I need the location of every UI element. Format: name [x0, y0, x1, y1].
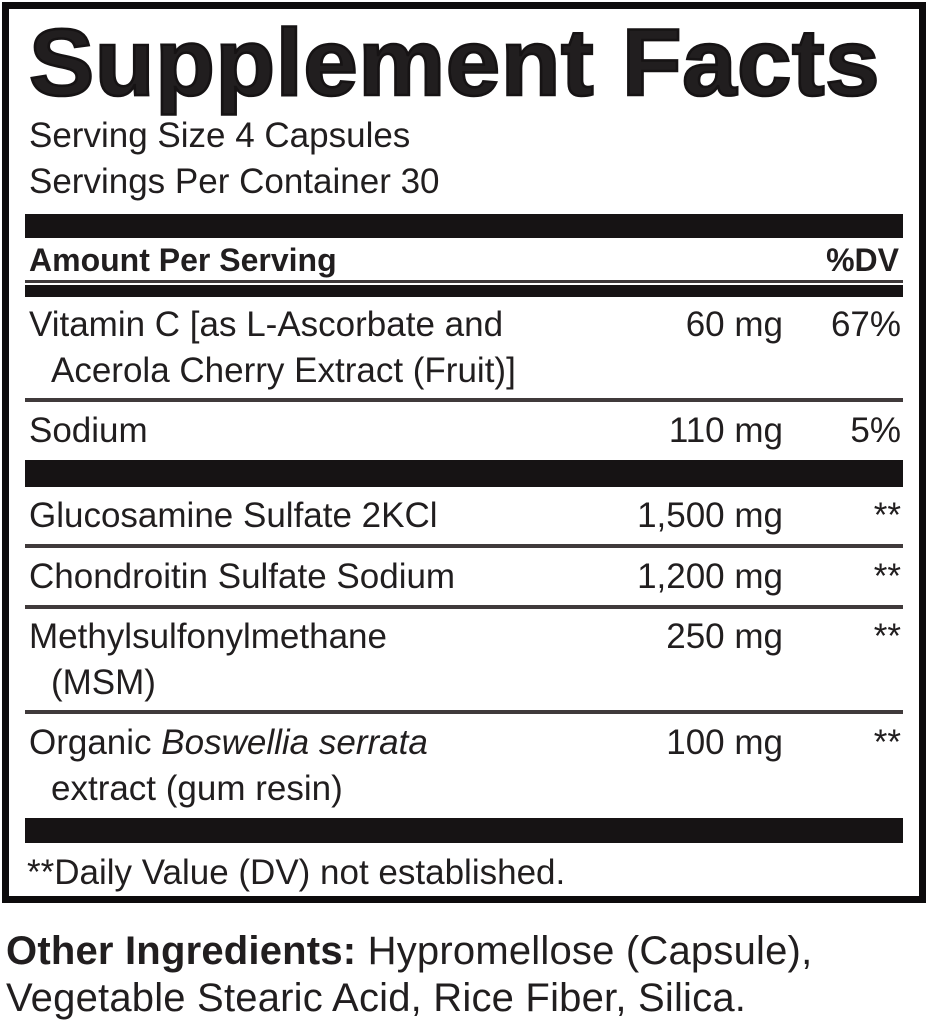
panel-title-wrap: Supplement Facts	[25, 9, 903, 116]
nutrient-name-line2: (MSM)	[51, 663, 156, 702]
nutrient-dv: **	[873, 496, 901, 535]
nutrient-name: Organic Boswellia serrata extract (gum r…	[29, 720, 603, 812]
daily-value-footnote: **Daily Value (DV) not established.	[27, 853, 566, 892]
serving-info: Serving Size 4 Capsules Servings Per Con…	[25, 113, 903, 205]
table-row-boswellia: Organic Boswellia serrata extract (gum r…	[25, 714, 903, 818]
nutrient-amount: 110 mg	[668, 411, 783, 450]
header-divider	[25, 280, 903, 283]
other-ingredients-label: Other Ingredients:	[6, 929, 357, 973]
table-row-msm: Methylsulfonylmethane (MSM) 250 mg **	[25, 609, 903, 710]
nutrient-dv: **	[873, 723, 901, 762]
row-divider	[25, 398, 903, 402]
nutrient-name-line1: Chondroitin Sulfate Sodium	[29, 557, 456, 596]
amount-per-serving-header: Amount Per Serving	[29, 242, 337, 278]
panel-title: Supplement Facts	[28, 10, 881, 116]
nutrient-name: Methylsulfonylmethane (MSM)	[29, 614, 603, 706]
supplement-facts-panel: Supplement Facts Serving Size 4 Capsules…	[2, 2, 926, 903]
nutrient-amount: 250 mg	[666, 617, 783, 656]
row-divider	[25, 544, 903, 548]
row-divider	[25, 710, 903, 714]
percent-dv-header: %DV	[826, 242, 899, 278]
servings-per-container-line: Servings Per Container 30	[29, 162, 440, 201]
other-ingredients-line1: Other Ingredients: Hypromellose (Capsule…	[6, 928, 928, 975]
nutrient-name-botanical: Boswellia serrata	[161, 723, 428, 762]
divider-gap	[25, 283, 903, 285]
nutrient-dv: 67%	[830, 305, 901, 344]
other-ingredients: Other Ingredients: Hypromellose (Capsule…	[6, 928, 928, 1022]
separator-bar-bottom	[25, 818, 903, 843]
nutrient-name-line2: extract (gum resin)	[51, 769, 343, 808]
table-row-sodium: Sodium 110 mg 5%	[25, 402, 903, 460]
nutrient-name-line1: Methylsulfonylmethane	[29, 617, 387, 656]
row-divider	[25, 605, 903, 609]
nutrient-name-prefix: Organic	[29, 723, 162, 762]
serving-size-line: Serving Size 4 Capsules	[29, 116, 411, 155]
nutrient-dv: **	[873, 557, 901, 596]
nutrient-name-line1: Glucosamine Sulfate 2KCl	[29, 496, 438, 535]
nutrient-amount: 100 mg	[666, 723, 783, 762]
other-ingredients-line2: Vegetable Stearic Acid, Rice Fiber, Sili…	[6, 976, 747, 1020]
nutrient-amount: 1,500 mg	[637, 496, 783, 535]
nutrient-name-line1: Vitamin C [as L-Ascorbate and	[29, 305, 504, 344]
separator-bar-middle	[25, 460, 903, 487]
table-row-vitamin-c: Vitamin C [as L-Ascorbate and Acerola Ch…	[25, 297, 903, 398]
separator-bar-top	[25, 214, 903, 238]
nutrient-name-line1: Organic Boswellia serrata	[29, 720, 603, 766]
nutrient-name: Glucosamine Sulfate 2KCl	[29, 493, 603, 539]
table-header-row: Amount Per Serving %DV	[25, 238, 903, 280]
other-ingredients-rest: Hypromellose (Capsule),	[356, 929, 813, 973]
separator-bar-header	[25, 285, 903, 297]
nutrient-name-line2: Acerola Cherry Extract (Fruit)]	[51, 351, 516, 390]
nutrient-amount: 60 mg	[685, 305, 783, 344]
nutrient-name: Sodium	[29, 408, 603, 454]
table-row-glucosamine: Glucosamine Sulfate 2KCl 1,500 mg **	[25, 487, 903, 544]
nutrient-name: Vitamin C [as L-Ascorbate and Acerola Ch…	[29, 302, 603, 394]
table-row-chondroitin: Chondroitin Sulfate Sodium 1,200 mg **	[25, 548, 903, 605]
nutrient-amount: 1,200 mg	[637, 557, 783, 596]
nutrient-dv: 5%	[850, 411, 901, 450]
nutrient-name: Chondroitin Sulfate Sodium	[29, 554, 603, 600]
nutrient-dv: **	[873, 617, 901, 656]
nutrient-name-line1: Sodium	[29, 411, 148, 450]
